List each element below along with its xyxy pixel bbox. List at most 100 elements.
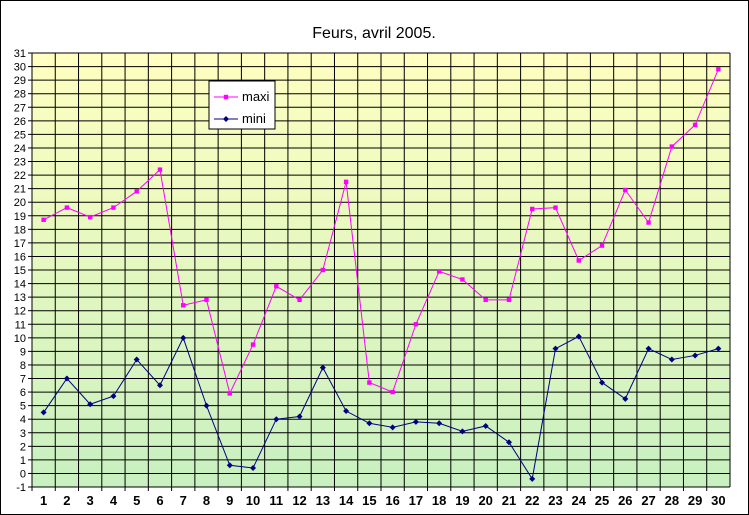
y-tick-label: 22 [14,170,26,182]
data-point [552,345,559,352]
legend-label: maxi [242,89,270,104]
x-tick-label: 21 [502,493,516,508]
x-tick-label: 12 [292,493,306,508]
data-point [389,424,396,431]
data-point [180,334,187,341]
x-tick-label: 18 [432,493,446,508]
data-point [87,401,94,408]
data-point [223,94,229,100]
x-tick-label: 17 [409,493,423,508]
x-tick-label: 29 [688,493,702,508]
x-tick-label: 28 [665,493,679,508]
y-tick-label: 16 [14,251,26,263]
data-point [274,284,279,289]
data-point [87,214,93,220]
series-mini [40,333,722,482]
x-tick-label: 22 [525,493,539,508]
y-tick-label: 31 [14,48,26,60]
x-tick-label: 10 [246,493,260,508]
data-point [530,206,535,212]
data-point [296,413,303,420]
series-line [43,69,719,395]
y-tick-label: 2 [20,441,26,453]
data-point [367,380,372,385]
x-tick-label: 1 [40,493,47,508]
y-axis-ticks: -101234567891011121314151617181920212223… [14,48,32,494]
series-line [43,335,719,481]
data-point [343,408,350,415]
legend-box [208,80,276,130]
data-point [505,439,512,446]
y-tick-label: 29 [14,75,26,87]
y-tick-label: 5 [20,401,26,413]
legend-label: mini [242,111,266,126]
y-tick-label: 8 [20,360,26,372]
x-tick-label: 27 [641,493,655,508]
y-tick-label: 7 [20,374,26,386]
data-point [390,389,395,395]
x-axis-ticks: 1 2 3 4 5 6 7 8 9 10 11 12 13 14 15 16 17 18 19 20 21 22 23 24 2… [31,487,726,508]
y-tick-label: 24 [14,143,26,155]
data-point [320,267,326,273]
y-tick-label: 26 [14,116,26,128]
y-tick-label: 11 [15,319,26,331]
x-tick-label: 9 [226,493,233,508]
data-point [41,217,46,223]
y-tick-label: 6 [20,387,26,399]
y-tick-label: 4 [20,414,26,426]
data-point [203,402,210,409]
data-point [40,409,47,416]
x-tick-label: 2 [63,493,70,508]
data-point [668,356,675,363]
data-point [460,277,465,282]
gridlines [31,52,731,488]
data-point [64,205,70,210]
data-point [227,391,232,396]
data-point [575,333,582,340]
data-point [111,205,116,210]
data-point [157,167,163,172]
y-tick-label: 18 [14,224,26,236]
chart-title: Feurs, avril 2005. [312,25,436,42]
y-tick-label: 25 [14,129,26,141]
x-tick-label: 11 [269,493,283,508]
x-tick-label: 13 [316,493,330,508]
series-lines [40,67,722,482]
data-point [250,465,257,472]
data-point [669,144,675,149]
y-tick-label: 12 [14,306,26,318]
x-tick-label: 15 [362,493,376,508]
data-point [297,297,302,303]
data-point [413,322,419,327]
data-point [483,297,488,303]
data-point [63,375,70,382]
data-point [646,220,651,225]
legend: maxi mini [208,80,276,130]
y-tick-label: -1 [16,482,26,494]
data-point [181,303,186,308]
data-point [459,428,466,435]
y-tick-label: 20 [14,197,26,209]
data-point [599,243,605,248]
y-tick-label: 1 [20,455,26,467]
x-tick-label: 5 [133,493,140,508]
y-tick-label: 15 [14,265,26,277]
data-point [273,416,280,423]
y-tick-label: 13 [14,292,26,304]
x-tick-label: 3 [87,493,94,508]
legend-entry-maxi: maxi [214,89,270,104]
data-point [599,379,606,386]
data-point [622,395,629,402]
data-point [482,422,489,429]
data-point [529,475,536,482]
data-point [343,179,349,185]
data-point [319,364,326,371]
x-tick-label: 26 [618,493,632,508]
data-point [134,189,139,194]
data-point [506,297,512,303]
data-point [715,345,722,352]
y-tick-label: 0 [20,468,26,480]
y-tick-label: 21 [14,184,26,196]
